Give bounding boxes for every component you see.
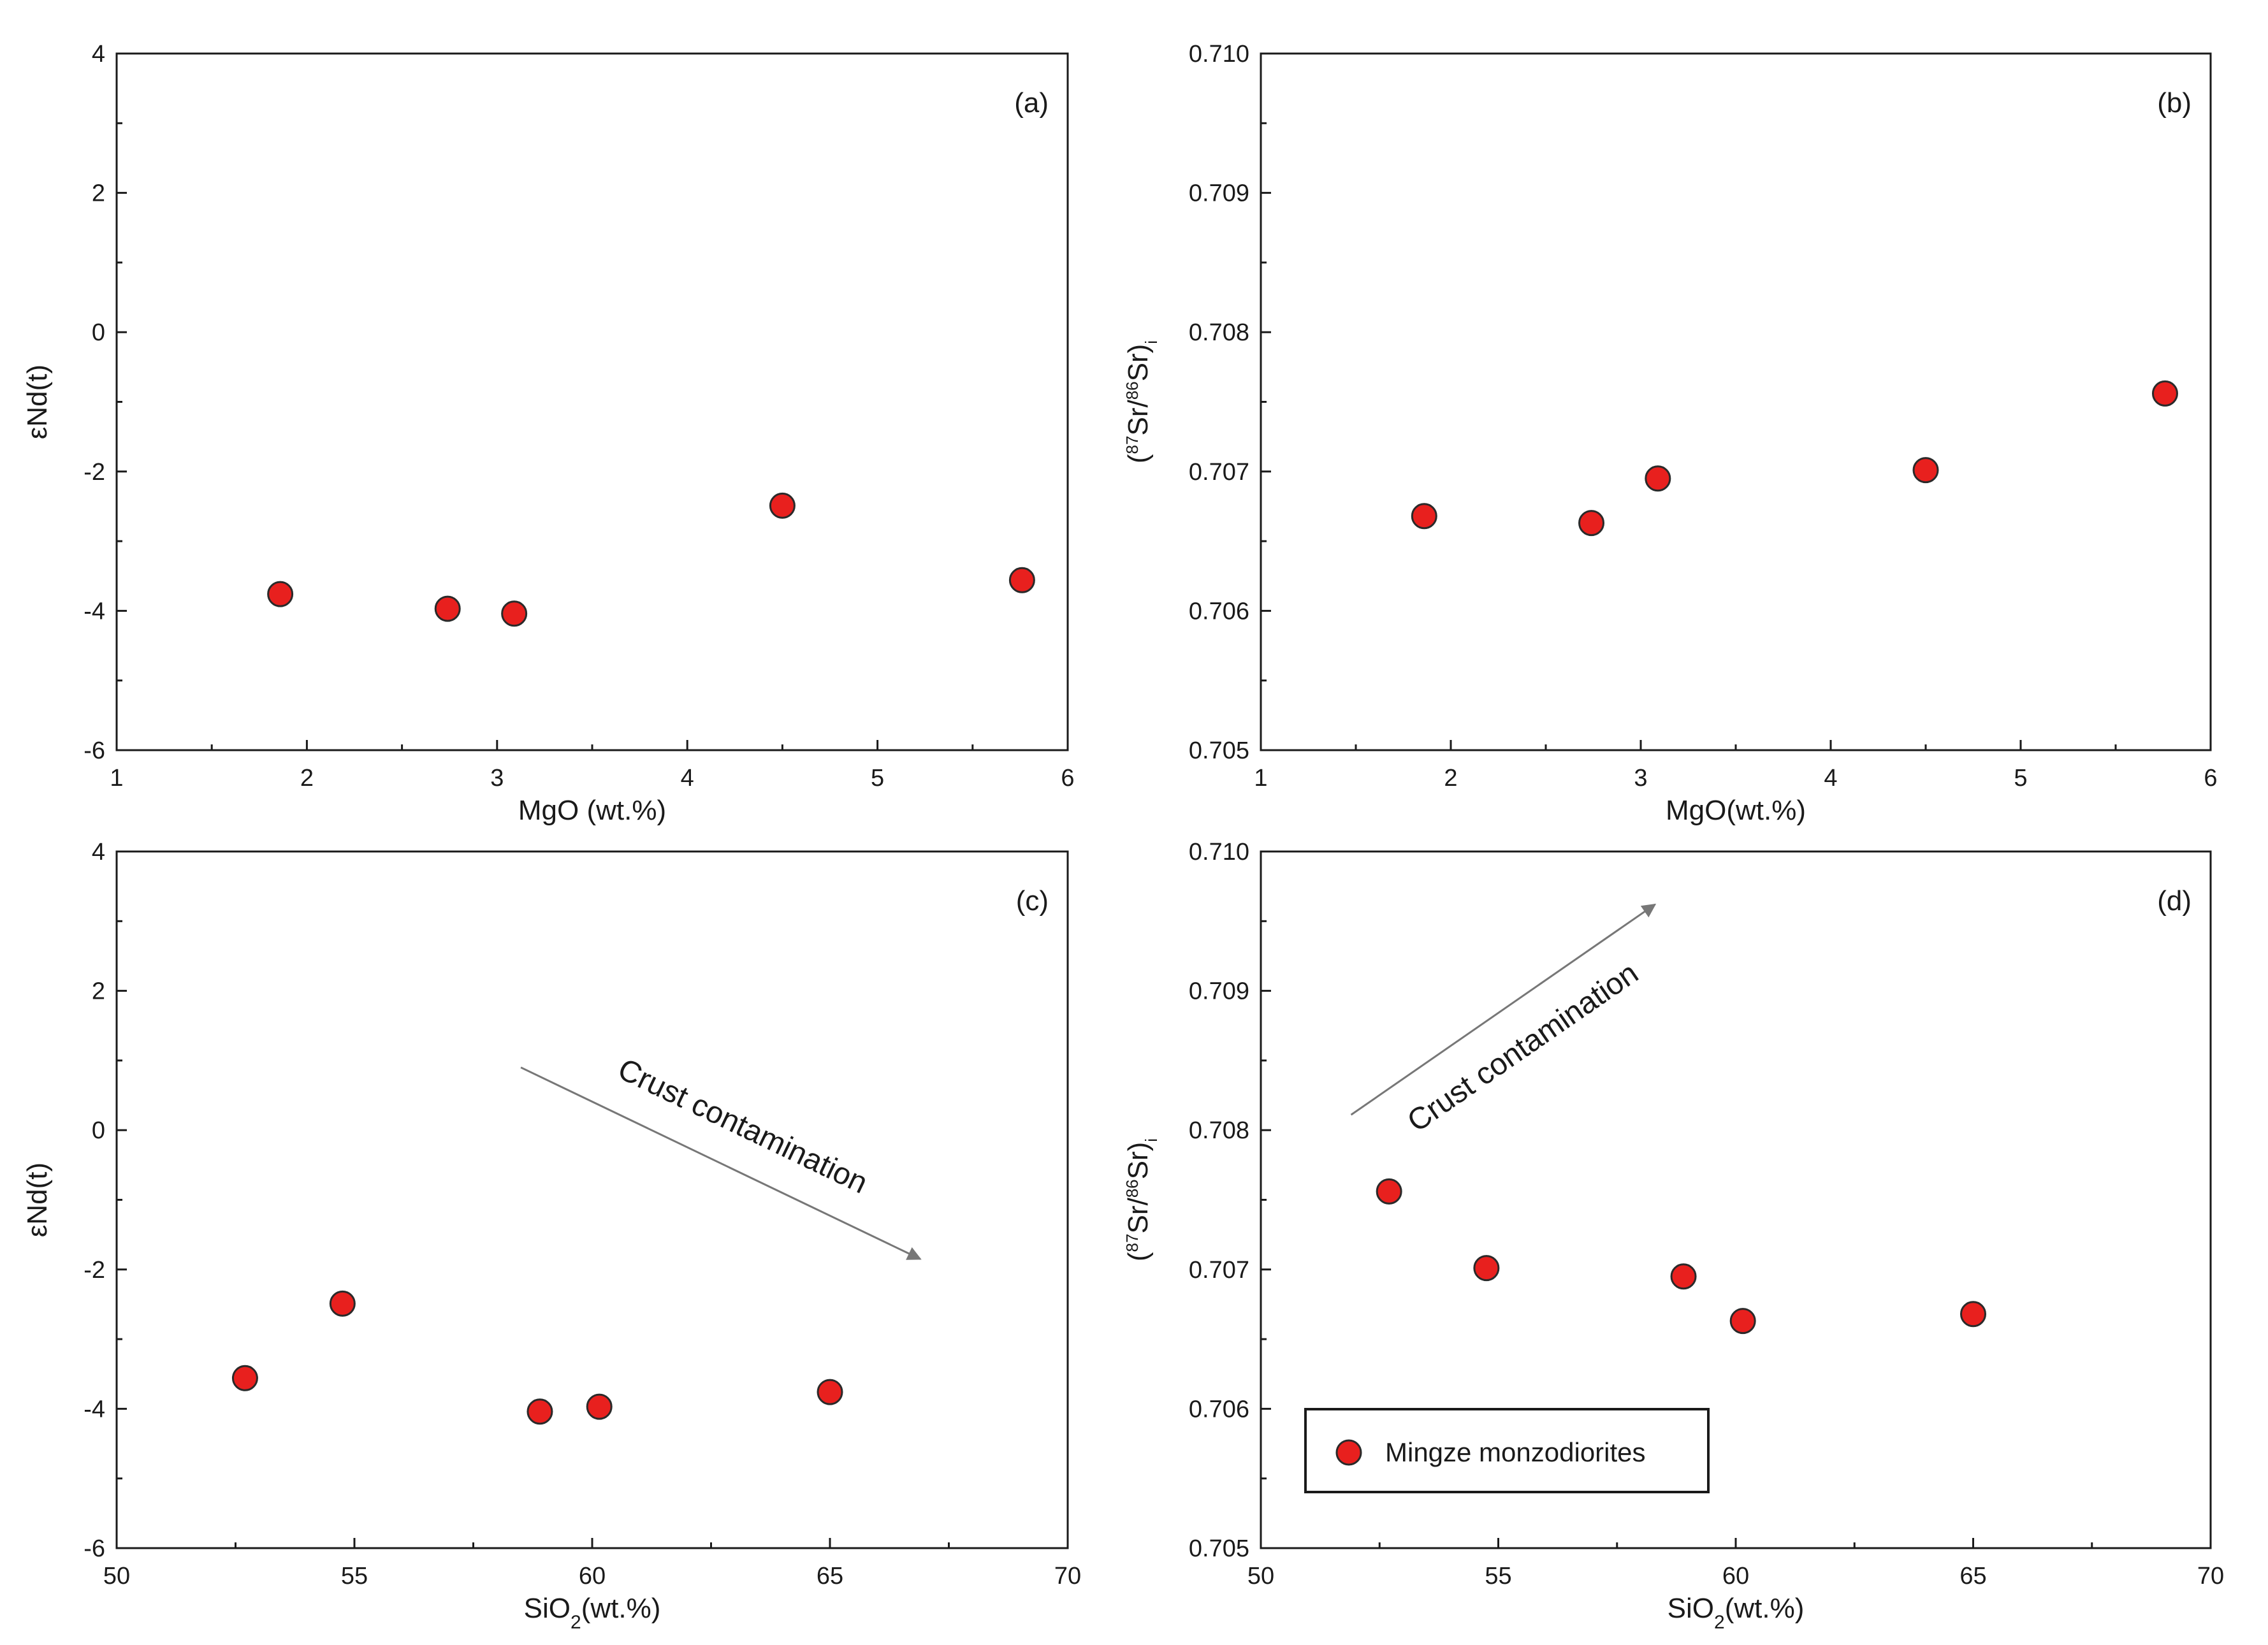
x-tick-label: 60 <box>1722 1563 1749 1590</box>
annotation-text: Crust contamination <box>1402 956 1645 1139</box>
contamination-arrow <box>1350 903 1657 1116</box>
plot-frame <box>1260 52 2212 751</box>
x-tick-label: 1 <box>1254 765 1267 792</box>
y-tick-label: -2 <box>84 459 105 486</box>
y-tick-label: 2 <box>92 978 105 1005</box>
y-tick-label: 0 <box>92 319 105 346</box>
y-tick-label: 0 <box>92 1117 105 1144</box>
x-tick-label: 50 <box>103 1563 130 1590</box>
data-point <box>1645 465 1671 492</box>
y-tick-label: -2 <box>84 1257 105 1284</box>
plot-frame <box>115 850 1069 1549</box>
x-tick-label: 70 <box>2197 1563 2224 1590</box>
y-axis-title: εNd(t) <box>22 365 53 439</box>
panel-label: (b) <box>2157 87 2192 119</box>
data-point <box>1670 1263 1697 1290</box>
x-axis-title: MgO (wt.%) <box>518 795 666 826</box>
x-axis-title: MgO(wt.%) <box>1666 795 1806 826</box>
y-tick-label: 4 <box>92 41 105 68</box>
data-point <box>231 1365 258 1391</box>
x-tick-label: 5 <box>2014 765 2027 792</box>
y-tick-label: -6 <box>84 737 105 764</box>
data-point <box>769 492 796 519</box>
x-tick-label: 65 <box>817 1563 843 1590</box>
x-tick-label: 2 <box>1444 765 1457 792</box>
x-tick-label: 1 <box>110 765 123 792</box>
x-tick-label: 3 <box>1634 765 1647 792</box>
data-point <box>1473 1255 1500 1282</box>
x-tick-label: 2 <box>300 765 314 792</box>
data-point <box>2151 380 2178 407</box>
x-tick-label: 5 <box>871 765 884 792</box>
annotation-text: Crust contamination <box>613 1052 873 1200</box>
panel-c: 50 55 60 65 70 -6 -4 -2 0 2 4 SiO2(wt.%) εNd(t) (c) Cr… <box>22 839 1081 1633</box>
data-point <box>1376 1178 1402 1205</box>
y-axis-title: (87Sr/86Sr)i <box>1123 1138 1161 1261</box>
data-point <box>329 1290 356 1317</box>
x-tick-label: 55 <box>1485 1563 1511 1590</box>
y-tick-label: 0.706 <box>1189 598 1249 625</box>
panel-b: 1 2 3 4 5 6 0.705 0.706 0.707 0.708 0.709 0.710 MgO(… <box>1123 41 2218 826</box>
panel-a: 1 2 3 4 5 6 -6 -4 -2 0 2 4 MgO (wt.%) εNd(t) (a) <box>22 41 1075 826</box>
y-tick-label: -4 <box>84 598 105 625</box>
x-axis-title: SiO2(wt.%) <box>524 1593 661 1633</box>
y-tick-label: 0.708 <box>1189 319 1249 346</box>
legend: Mingze monzodiorites <box>1304 1408 1710 1493</box>
y-tick-label: 0.705 <box>1189 1535 1249 1562</box>
data-point <box>586 1393 613 1420</box>
x-tick-label: 50 <box>1247 1563 1274 1590</box>
x-tick-label: 4 <box>681 765 694 792</box>
x-tick-label: 6 <box>2204 765 2217 792</box>
y-tick-label: -6 <box>84 1535 105 1562</box>
data-point <box>434 595 461 622</box>
y-tick-label: 0.709 <box>1189 978 1249 1005</box>
y-tick-label: 0.707 <box>1189 459 1249 486</box>
panel-d: 50 55 60 65 70 0.705 0.706 0.707 0.708 0.709 0.710… <box>1123 839 2224 1633</box>
contamination-arrow <box>520 1066 922 1260</box>
y-tick-label: 0.707 <box>1189 1257 1249 1284</box>
y-axis-title: εNd(t) <box>22 1163 53 1237</box>
data-point <box>1578 510 1605 537</box>
y-tick-label: 0.709 <box>1189 180 1249 207</box>
x-tick-label: 4 <box>1824 765 1837 792</box>
y-tick-label: 0.706 <box>1189 1396 1249 1423</box>
data-point <box>1912 457 1939 484</box>
y-tick-label: 0.710 <box>1189 839 1249 866</box>
legend-label: Mingze monzodiorites <box>1385 1437 1646 1467</box>
legend-marker <box>1335 1439 1362 1466</box>
x-tick-label: 70 <box>1054 1563 1081 1590</box>
x-axis-title: SiO2(wt.%) <box>1668 1593 1805 1633</box>
panel-label: (a) <box>1014 87 1049 119</box>
panel-label: (d) <box>2157 885 2192 917</box>
y-tick-label: -4 <box>84 1396 105 1423</box>
data-point <box>1411 503 1437 530</box>
y-tick-label: 0.708 <box>1189 1117 1249 1144</box>
x-tick-label: 65 <box>1959 1563 1986 1590</box>
data-point <box>267 581 294 607</box>
y-axis-title: (87Sr/86Sr)i <box>1123 340 1161 463</box>
y-tick-label: 2 <box>92 180 105 207</box>
x-tick-label: 60 <box>579 1563 606 1590</box>
legend-box <box>1304 1408 1710 1493</box>
x-tick-label: 6 <box>1061 765 1074 792</box>
y-tick-label: 0.710 <box>1189 41 1249 68</box>
data-point <box>1008 567 1035 593</box>
plot-frame <box>115 52 1069 751</box>
x-tick-label: 55 <box>341 1563 368 1590</box>
data-point <box>527 1398 553 1425</box>
data-point <box>1729 1308 1756 1335</box>
y-tick-label: 4 <box>92 839 105 866</box>
panel-label: (c) <box>1016 885 1049 917</box>
data-point <box>1960 1301 1986 1328</box>
data-point <box>817 1379 843 1405</box>
y-tick-label: 0.705 <box>1189 737 1249 764</box>
data-point <box>501 600 528 627</box>
x-tick-label: 3 <box>490 765 504 792</box>
